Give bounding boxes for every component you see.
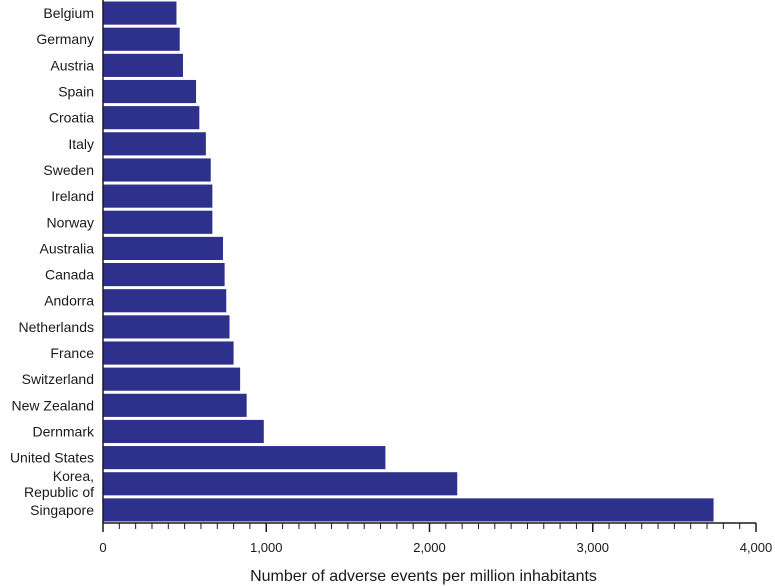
bar — [103, 446, 386, 470]
category-label-line: Korea, — [53, 468, 94, 484]
bar — [103, 158, 211, 182]
bars-group — [103, 1, 714, 522]
bar — [103, 341, 234, 365]
bar — [103, 393, 247, 417]
category-label: Croatia — [49, 110, 94, 126]
x-tick-label: 4,000 — [740, 540, 773, 555]
bar — [103, 367, 241, 391]
bar — [103, 27, 180, 51]
bar — [103, 498, 714, 522]
category-labels: Belgium Germany Austria Spain Croatia Italy Sw… — [10, 5, 95, 518]
category-label: Norway — [47, 214, 94, 230]
category-label: Germany — [36, 31, 94, 47]
category-label: Canada — [45, 267, 94, 283]
category-label: Korea, Republic of — [24, 468, 94, 500]
category-label: Netherlands — [19, 319, 95, 335]
category-label: Sweden — [43, 162, 94, 178]
bar — [103, 79, 197, 104]
x-tick-label: 2,000 — [413, 540, 446, 555]
bar — [103, 1, 177, 25]
bar — [103, 236, 223, 260]
category-label: New Zealand — [12, 397, 95, 413]
bar — [103, 184, 213, 208]
x-tick-label: 0 — [99, 540, 106, 555]
category-label: Ireland — [51, 188, 94, 204]
bar — [103, 53, 183, 77]
category-label: Austria — [50, 57, 94, 73]
category-label: France — [50, 345, 94, 361]
bar — [103, 419, 264, 444]
x-axis: 0 1,000 2,000 3,000 4,000 — [99, 0, 772, 555]
bar — [103, 263, 225, 287]
bar — [103, 106, 200, 130]
bar — [103, 315, 230, 339]
category-label-line: Republic of — [24, 484, 94, 500]
bar — [103, 132, 206, 156]
bar — [103, 289, 227, 313]
category-label: Italy — [68, 136, 94, 152]
category-label: Switzerland — [22, 371, 94, 387]
bar — [103, 472, 458, 496]
x-tick-label: 1,000 — [250, 540, 283, 555]
category-label: Belgium — [43, 5, 94, 21]
category-label: Singapore — [30, 502, 94, 518]
category-label: Andorra — [44, 293, 94, 309]
x-tick-label: 3,000 — [576, 540, 609, 555]
bar — [103, 210, 213, 234]
category-label: Australia — [40, 240, 95, 256]
category-label: Dernmark — [33, 423, 95, 439]
x-axis-title: Number of adverse events per million inh… — [250, 568, 597, 585]
category-label: Spain — [58, 84, 94, 100]
category-label: United States — [10, 450, 94, 466]
